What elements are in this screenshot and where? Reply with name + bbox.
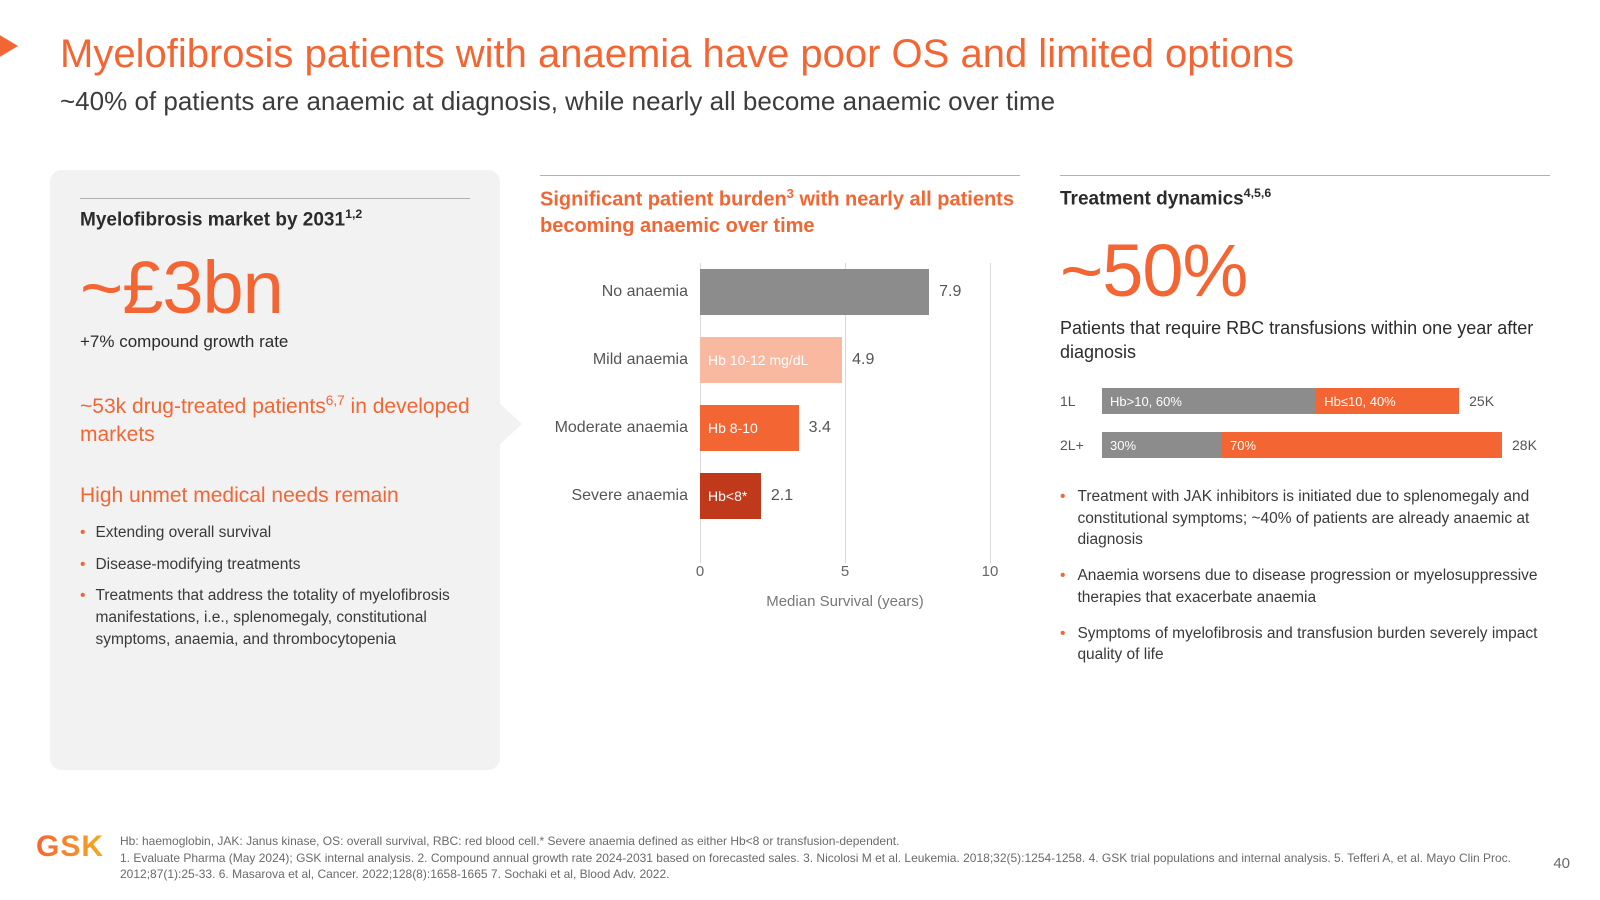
survival-bar (700, 269, 929, 315)
survival-heading-sup: 3 (787, 186, 794, 201)
treatment-heading: Treatment dynamics4,5,6 (1060, 186, 1550, 210)
treatment-heading-sup: 4,5,6 (1244, 186, 1271, 200)
treatment-note-item: Symptoms of myelofibrosis and transfusio… (1060, 623, 1550, 666)
bar-value-label: 2.1 (761, 473, 793, 519)
unmet-need-item: Extending overall survival (80, 522, 470, 544)
bar-value-label: 4.9 (842, 337, 874, 383)
page-number: 40 (1553, 855, 1570, 872)
slide-subtitle: ~40% of patients are anaemic at diagnosi… (60, 86, 1540, 117)
bar-value-label: 3.4 (799, 405, 831, 451)
transfusion-stat: ~50% (1060, 228, 1550, 313)
market-heading: Myelofibrosis market by 20311,2 (80, 207, 470, 231)
bar-category-label: No anaemia (540, 283, 700, 301)
survival-heading: Significant patient burden3 with nearly … (540, 186, 1020, 239)
market-heading-sup: 1,2 (345, 207, 362, 221)
footnote-abbrev: Hb: haemoglobin, JAK: Janus kinase, OS: … (120, 833, 1530, 849)
survival-bar-chart: Median Survival (years) 0 5 10 No anaemia 7.… (540, 263, 1020, 623)
x-tick: 0 (696, 563, 704, 580)
unmet-need-item: Disease-modifying treatments (80, 554, 470, 576)
stacked-bar-row: 1LHb>10, 60%Hb≤10, 40% 25K (1060, 388, 1550, 414)
bar-track: Hb 10-12 mg/dL4.9 (700, 337, 990, 383)
treatment-heading-text: Treatment dynamics (1060, 188, 1244, 209)
patients-sup: 6,7 (326, 393, 345, 408)
survival-bar-row: No anaemia 7.9 (540, 269, 990, 315)
survival-heading-main: Significant patient burden (540, 189, 787, 211)
line-of-therapy-label: 2L+ (1060, 437, 1102, 453)
bar-track: Hb<8*2.1 (700, 473, 990, 519)
callout-pointer (496, 400, 522, 448)
slide-title: Myelofibrosis patients with anaemia have… (60, 30, 1540, 78)
market-size-stat: ~£3bn (80, 245, 470, 330)
stacked-segment: 30% (1102, 432, 1222, 458)
x-axis-label: Median Survival (years) (700, 593, 990, 610)
x-tick: 10 (982, 563, 999, 580)
accent-marker (0, 28, 18, 64)
survival-bar-row: Moderate anaemiaHb 8-103.4 (540, 405, 990, 451)
divider (1060, 175, 1550, 176)
patients-main: ~53k drug-treated patients (80, 395, 326, 418)
treatment-note-item: Treatment with JAK inhibitors is initiat… (1060, 486, 1550, 551)
bar-category-label: Severe anaemia (540, 487, 700, 505)
stacked-segment: Hb>10, 60% (1102, 388, 1316, 414)
survival-bar: Hb<8* (700, 473, 761, 519)
survival-bar: Hb 10-12 mg/dL (700, 337, 842, 383)
survival-chart-column: Significant patient burden3 with nearly … (540, 175, 1020, 623)
bar-category-label: Mild anaemia (540, 351, 700, 369)
gsk-logo: GSK (36, 830, 104, 864)
gridline (990, 263, 991, 563)
bar-value-label: 7.9 (929, 269, 961, 315)
unmet-needs-heading: High unmet medical needs remain (80, 484, 470, 508)
bar-category-label: Moderate anaemia (540, 419, 700, 437)
stacked-total-label: 25K (1469, 393, 1494, 409)
stacked-total-label: 28K (1512, 437, 1537, 453)
market-heading-text: Myelofibrosis market by 2031 (80, 209, 345, 230)
unmet-need-item: Treatments that address the totality of … (80, 585, 470, 650)
x-tick: 5 (841, 563, 849, 580)
stacked-segment: Hb≤10, 40% (1316, 388, 1459, 414)
survival-bar-row: Severe anaemiaHb<8*2.1 (540, 473, 990, 519)
unmet-needs-list: Extending overall survival Disease-modify… (80, 522, 470, 650)
footnote-refs: 1. Evaluate Pharma (May 2024); GSK inter… (120, 850, 1530, 882)
stacked-bar-row: 2L+30%70% 28K (1060, 432, 1550, 458)
divider (80, 198, 470, 199)
bar-track: 7.9 (700, 269, 990, 315)
market-panel: Myelofibrosis market by 20311,2 ~£3bn +7… (50, 170, 500, 770)
stacked-bar-track: 30%70% (1102, 432, 1502, 458)
divider (540, 175, 1020, 176)
title-block: Myelofibrosis patients with anaemia have… (60, 30, 1540, 117)
patients-line: ~53k drug-treated patients6,7 in develop… (80, 392, 470, 448)
treatment-dynamics-column: Treatment dynamics4,5,6 ~50% Patients th… (1060, 175, 1550, 680)
treatment-notes-list: Treatment with JAK inhibitors is initiat… (1060, 486, 1550, 666)
stacked-segment: 70% (1222, 432, 1502, 458)
transfusion-subtext: Patients that require RBC transfusions w… (1060, 317, 1550, 364)
line-of-therapy-label: 1L (1060, 393, 1102, 409)
stacked-bar-track: Hb>10, 60%Hb≤10, 40% (1102, 388, 1459, 414)
growth-rate: +7% compound growth rate (80, 332, 470, 352)
survival-bar: Hb 8-10 (700, 405, 799, 451)
bar-track: Hb 8-103.4 (700, 405, 990, 451)
treatment-note-item: Anaemia worsens due to disease progressi… (1060, 565, 1550, 608)
survival-bar-row: Mild anaemiaHb 10-12 mg/dL4.9 (540, 337, 990, 383)
footnotes: Hb: haemoglobin, JAK: Janus kinase, OS: … (120, 833, 1530, 882)
treatment-stacked-chart: 1LHb>10, 60%Hb≤10, 40% 25K 2L+30%70% 28K (1060, 388, 1550, 458)
